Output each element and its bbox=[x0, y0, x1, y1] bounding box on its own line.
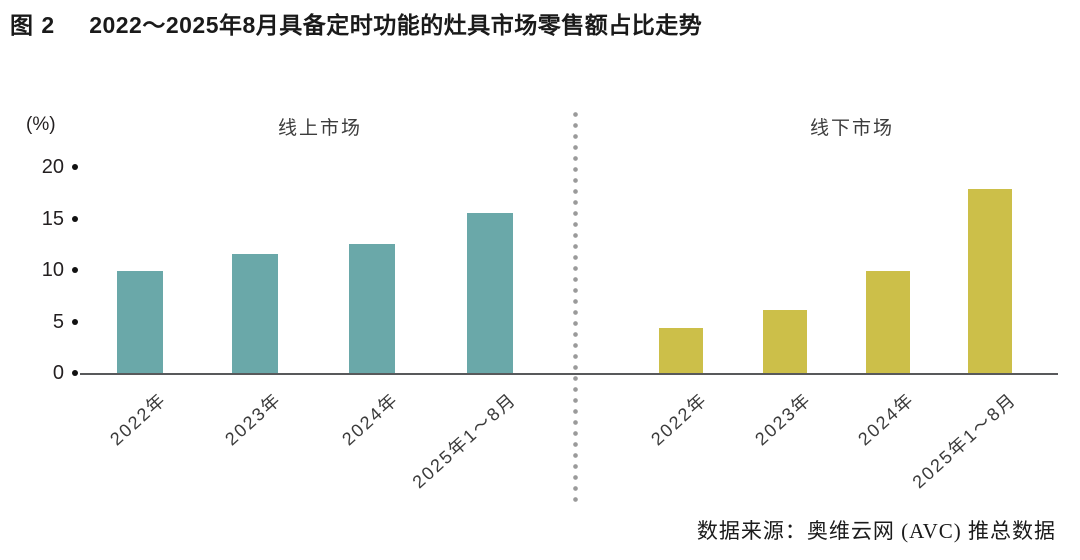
x-label-线上市场-2022年: 2022年 bbox=[106, 388, 171, 450]
bar-线上市场-2023年 bbox=[232, 254, 278, 373]
x-label-线上市场-2025年1～8月: 2025年1～8月 bbox=[408, 388, 521, 493]
data-source: 数据来源：奥维云网 (AVC) 推总数据 bbox=[696, 519, 1056, 543]
y-tick-dot-20 bbox=[72, 164, 78, 170]
y-tick-dot-10 bbox=[72, 267, 78, 273]
y-tick-dot-5 bbox=[72, 318, 78, 325]
bar-线下市场-2023年 bbox=[763, 310, 807, 373]
bar-线上市场-2022年 bbox=[117, 271, 163, 373]
x-label-线上市场-2023年: 2023年 bbox=[221, 388, 286, 450]
x-label-线下市场-2023年: 2023年 bbox=[751, 388, 816, 450]
y-tick-label-10: 10 bbox=[41, 259, 64, 281]
figure-number-label: 图 2 bbox=[10, 12, 56, 38]
y-tick-label-0: 0 bbox=[52, 362, 64, 384]
figure-title: 2022～2025年8月具备定时功能的灶具市场零售额占比走势 bbox=[89, 12, 703, 38]
panel-divider-dotted-line bbox=[573, 112, 578, 506]
y-tick-label-5: 5 bbox=[52, 310, 64, 333]
x-axis-line bbox=[80, 373, 1058, 375]
y-tick-label-15: 15 bbox=[41, 207, 64, 230]
bar-线下市场-2024年 bbox=[866, 271, 910, 373]
x-label-线上市场-2024年: 2024年 bbox=[338, 388, 403, 450]
panel-title-offline: 线下市场 bbox=[809, 118, 895, 139]
figure-header: 图 2 2022～2025年8月具备定时功能的灶具市场零售额占比走势 bbox=[10, 6, 702, 40]
bar-线下市场-2022年 bbox=[659, 328, 703, 373]
bar-线上市场-2025年1～8月 bbox=[467, 213, 513, 373]
y-tick-dot-0 bbox=[72, 370, 78, 376]
bar-线下市场-2025年1～8月 bbox=[968, 189, 1012, 373]
y-tick-dot-15 bbox=[72, 215, 78, 222]
y-axis-unit-label: (%) bbox=[26, 114, 56, 135]
panel-title-online: 线上市场 bbox=[277, 118, 363, 139]
bar-线上市场-2024年 bbox=[349, 244, 395, 373]
x-label-线下市场-2022年: 2022年 bbox=[647, 388, 712, 450]
x-label-线下市场-2024年: 2024年 bbox=[854, 388, 919, 450]
y-tick-label-20: 20 bbox=[41, 156, 64, 178]
x-label-线下市场-2025年1～8月: 2025年1～8月 bbox=[908, 388, 1021, 493]
